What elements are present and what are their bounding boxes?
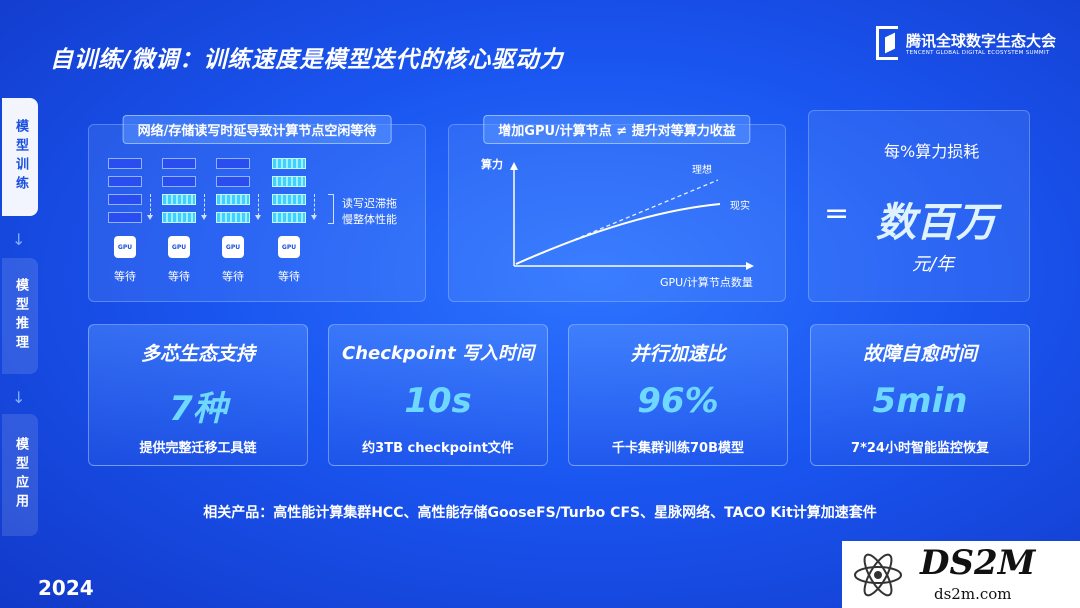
lag-text: 慢整体性能 [342, 213, 397, 226]
card-desc: 提供完整迁移工具链 [139, 441, 257, 456]
data-block [216, 194, 250, 205]
card-value: 10s [404, 381, 472, 421]
data-block [108, 194, 142, 205]
sidebar-item-training[interactable]: 模型训练 [2, 98, 38, 216]
sidebar-item-label: 模型推理 [13, 278, 28, 354]
y-axis-arrow-icon [510, 162, 518, 170]
x-axis-label: GPU/计算节点数量 [660, 276, 753, 289]
gpu-chip-icon: GPU [278, 236, 300, 258]
data-block [108, 176, 142, 187]
data-block [216, 158, 250, 169]
card-value: 5min [872, 381, 968, 421]
data-block [272, 194, 306, 205]
data-block [272, 212, 306, 223]
arrow-down-icon: ↓ [12, 388, 26, 407]
watermark-sub: ds2m.com [934, 585, 1012, 603]
card-title: 故障自愈时间 [862, 343, 977, 365]
card-title: Checkpoint 写入时间 [342, 343, 534, 364]
related-products: 相关产品：高性能计算集群HCC、高性能存储GooseFS/Turbo CFS、星… [203, 505, 877, 521]
logo-en-text: TENCENT GLOBAL DIGITAL ECOSYSTEM SUMMIT [906, 50, 1050, 56]
card-checkpoint: Checkpoint 写入时间 10s 约3TB checkpoint文件 [328, 324, 548, 466]
data-block [272, 176, 306, 187]
arrow-down-icon: ↓ [12, 230, 26, 249]
lag-text: 读写迟滞拖 [342, 197, 397, 210]
year-label: 2024 [38, 576, 94, 600]
wait-label: 等待 [222, 270, 244, 283]
page-title: 自训练/微调：训练速度是模型迭代的核心驱动力 [50, 47, 564, 73]
card-desc: 7*24小时智能监控恢复 [851, 441, 989, 456]
real-label: 现实 [730, 201, 750, 212]
card-parallel: 并行加速比 96% 千卡集群训练70B模型 [568, 324, 788, 466]
x-axis-arrow-icon [746, 262, 754, 270]
card-desc: 约3TB checkpoint文件 [362, 441, 514, 456]
data-block [162, 212, 196, 223]
wait-label: 等待 [278, 270, 300, 283]
watermark-title: DS2M [920, 543, 1036, 583]
metric-label: 每%算力损耗 [884, 142, 980, 161]
card-selfheal: 故障自愈时间 5min 7*24小时智能监控恢复 [810, 324, 1030, 466]
data-block [216, 212, 250, 223]
card-title: 并行加速比 [630, 343, 726, 365]
data-block [216, 176, 250, 187]
data-block [272, 158, 306, 169]
gpu-chip-icon: GPU [168, 236, 190, 258]
gpu-chip-icon: GPU [222, 236, 244, 258]
card-value: 96% [637, 381, 719, 421]
gpu-chip-icon: GPU [114, 236, 136, 258]
ds2m-watermark: DS2M ds2m.com [842, 541, 1080, 608]
card-title: 多芯生态支持 [140, 343, 255, 365]
scaling-diagram [510, 162, 754, 270]
real-curve [515, 203, 721, 265]
card-desc: 千卡集群训练70B模型 [612, 441, 744, 456]
scaling-panel: 增加GPU/计算节点 ≠ 提升对等算力收益 [448, 115, 786, 302]
sidebar-item-label: 模型训练 [13, 119, 28, 195]
lag-bracket [328, 194, 334, 224]
summit-logo: 腾讯全球数字生态大会 TENCENT GLOBAL DIGITAL ECOSYS… [876, 24, 1056, 64]
sidebar-item-inference[interactable]: 模型推理 [2, 258, 38, 374]
latency-panel-tag: 网络/存储读写时延导致计算节点空闲等待 [122, 115, 392, 144]
arrow-down-icon [255, 194, 261, 220]
latency-panel: 网络/存储读写时延导致计算节点空闲等待 [88, 115, 426, 302]
metric-panel [808, 110, 1030, 302]
data-block [162, 158, 196, 169]
wait-label: 等待 [114, 270, 136, 283]
metric-value: 数百万 [876, 200, 996, 246]
equals-sign: = [824, 196, 850, 231]
scaling-panel-tag: 增加GPU/计算节点 ≠ 提升对等算力收益 [483, 115, 751, 144]
data-block [108, 212, 142, 223]
wait-label: 等待 [168, 270, 190, 283]
data-block [108, 158, 142, 169]
arrow-down-icon [201, 194, 207, 220]
card-value: 7种 [169, 389, 227, 429]
sidebar-item-application[interactable]: 模型应用 [2, 414, 38, 536]
logo-cn-text: 腾讯全球数字生态大会 [906, 32, 1057, 50]
atom-icon [854, 553, 902, 597]
arrow-down-icon [311, 194, 317, 220]
data-block [162, 176, 196, 187]
arrow-down-icon [147, 194, 153, 220]
y-axis-label: 算力 [481, 158, 503, 171]
summit-logo-icon [876, 26, 898, 60]
sidebar-item-label: 模型应用 [13, 437, 28, 513]
data-block [162, 194, 196, 205]
metric-unit: 元/年 [912, 254, 955, 275]
card-multichip: 多芯生态支持 7种 提供完整迁移工具链 [88, 324, 308, 466]
ideal-label: 理想 [692, 165, 712, 176]
